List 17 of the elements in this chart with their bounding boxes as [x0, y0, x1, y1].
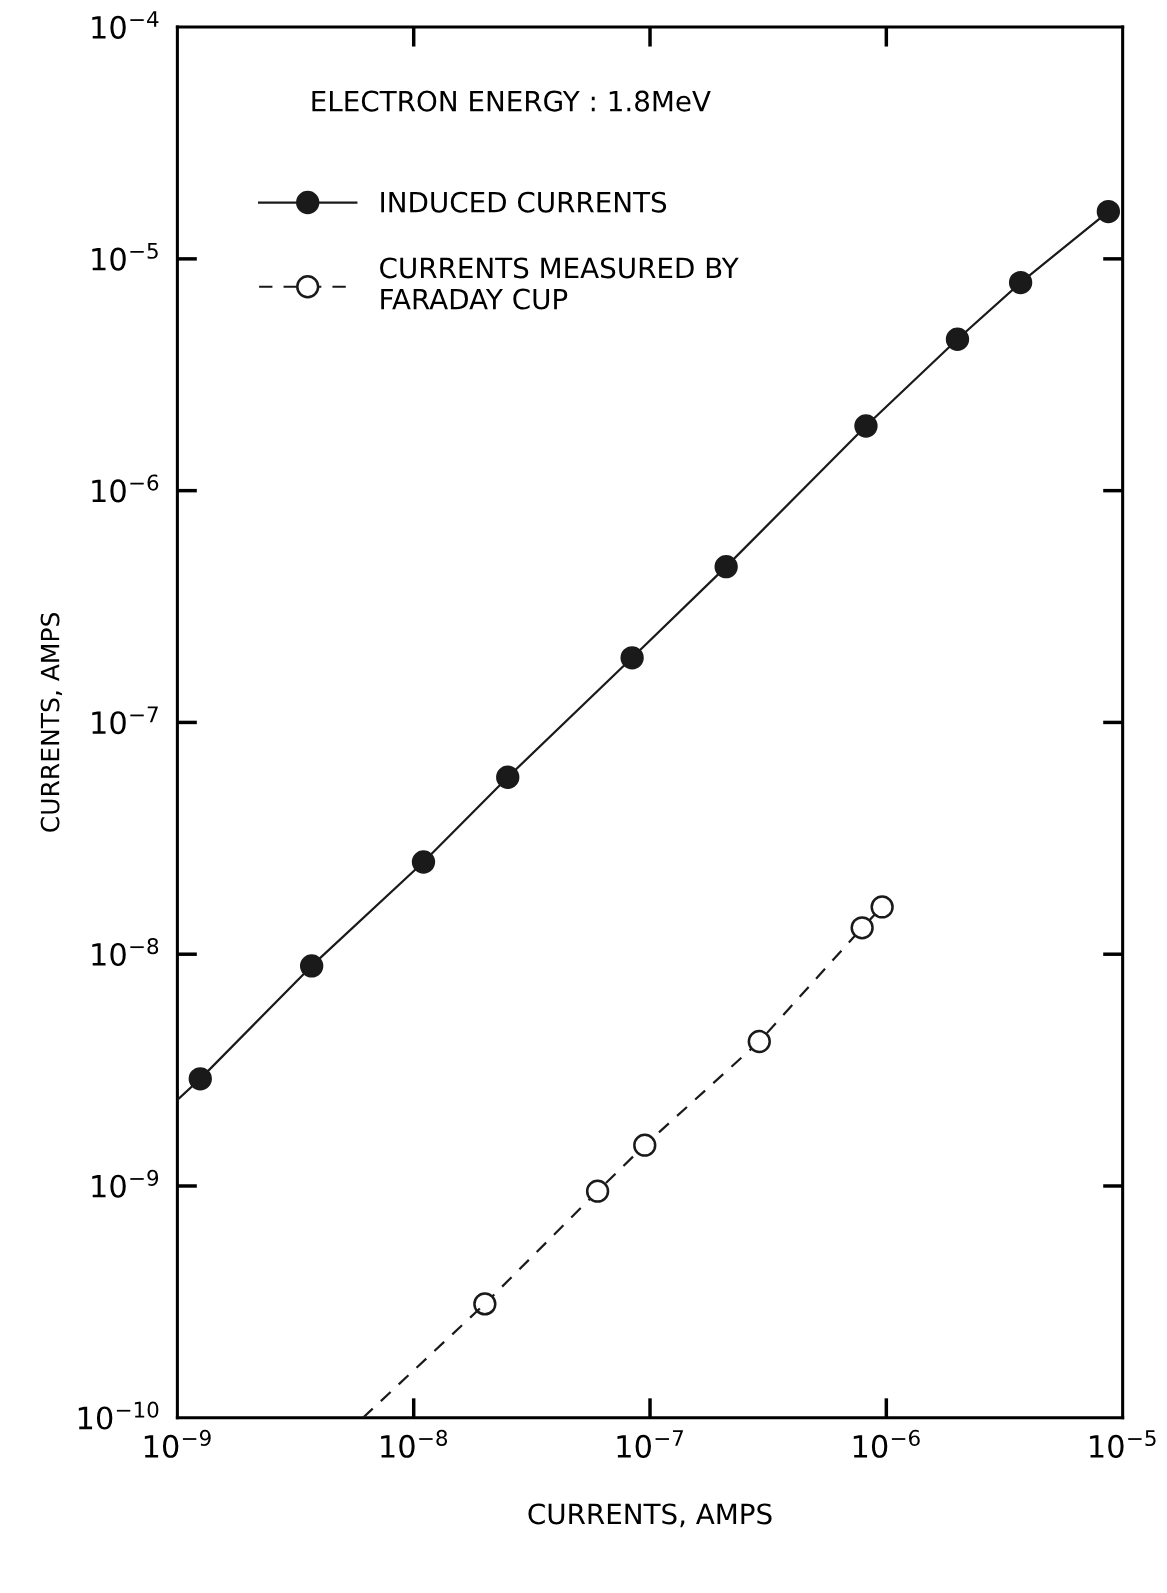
- x-tick-label: 10$^{−8}$: [381, 1429, 448, 1458]
- y-tick-label: 10$^{−9}$: [92, 1169, 159, 1198]
- legend-label: INDUCED CURRENTS: [381, 191, 667, 213]
- y-tick-label: 10$^{−5}$: [92, 242, 158, 271]
- y-tick-label: 10$^{−7}$: [92, 706, 158, 735]
- x-tick-label: 10$^{−7}$: [617, 1430, 683, 1458]
- y-tick-label: 10$^{−4}$: [92, 11, 159, 39]
- x-tick-label: 10$^{−6}$: [853, 1429, 920, 1458]
- y-axis-title: CURRENTS, AMPS: [40, 613, 63, 832]
- y-tick-label: 10$^{−10}$: [78, 1401, 159, 1430]
- x-tick-label: 10$^{−9}$: [144, 1429, 211, 1458]
- x-tick-label: 10$^{−5}$: [1090, 1430, 1156, 1458]
- legend-label: CURRENTS MEASURED BY FARADAY CUP: [380, 257, 739, 310]
- y-tick-label: 10$^{−8}$: [92, 938, 159, 967]
- y-tick-label: 10$^{−6}$: [92, 474, 159, 503]
- x-axis-title: CURRENTS, AMPS: [528, 1503, 772, 1528]
- annotation: ELECTRON ENERGY : 1.8MeV: [312, 90, 711, 112]
